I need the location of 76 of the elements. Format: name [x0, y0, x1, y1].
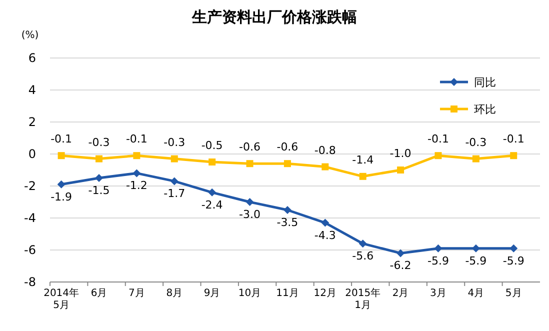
data-label: -4.3	[314, 228, 336, 242]
data-label: -1.4	[352, 153, 374, 166]
point	[57, 180, 66, 188]
point	[434, 244, 442, 252]
data-label: -3.5	[276, 216, 298, 229]
point	[246, 198, 254, 206]
point	[170, 177, 178, 186]
data-label: -5.9	[427, 254, 449, 268]
data-label: -0.1	[427, 132, 449, 146]
data-label: -5.6	[352, 250, 374, 263]
y-tick-label: 2	[28, 115, 36, 129]
point	[133, 152, 140, 160]
x-tick-label: 10月	[238, 288, 262, 299]
x-tick-label: 2015年 1月	[345, 287, 381, 311]
y-tick-label: -6	[24, 243, 36, 257]
x-tick-label: 5月	[505, 288, 522, 299]
point	[58, 152, 65, 160]
data-label: -1.2	[126, 179, 148, 192]
y-axis-title: (%)	[21, 30, 39, 41]
data-label: -1.0	[390, 147, 412, 160]
point	[322, 163, 329, 170]
point	[359, 172, 366, 180]
point	[208, 158, 216, 166]
point	[510, 244, 518, 252]
data-label: -5.9	[502, 254, 524, 268]
point	[321, 218, 330, 227]
point	[358, 240, 367, 248]
data-label: -1.5	[88, 184, 110, 197]
point	[396, 249, 405, 258]
data-label: -1.9	[50, 190, 72, 204]
data-label: -0.1	[502, 132, 524, 146]
x-tick-label: 7月	[128, 288, 145, 299]
y-tick-label: -8	[24, 275, 36, 289]
point	[132, 169, 141, 178]
x-tick-label: 8月	[166, 288, 183, 299]
data-label: -6.2	[390, 259, 412, 272]
x-tick-label: 9月	[204, 288, 220, 299]
point	[208, 188, 216, 196]
data-label: -0.1	[126, 132, 148, 146]
x-tick-label: 11月	[276, 288, 299, 299]
data-label: -0.6	[239, 140, 261, 154]
point	[510, 152, 518, 160]
point	[96, 155, 102, 162]
point	[95, 174, 103, 182]
data-label: -5.9	[465, 254, 487, 268]
data-label: -0.6	[276, 140, 298, 154]
point	[283, 206, 292, 214]
y-tick-label: -2	[24, 179, 36, 193]
y-tick-label: 4	[28, 83, 36, 97]
x-tick-label: 4月	[468, 288, 484, 299]
point	[170, 155, 178, 162]
point	[284, 160, 291, 168]
data-label: -2.4	[201, 198, 223, 212]
y-tick-label: 6	[28, 51, 36, 65]
data-label: -0.3	[465, 136, 487, 149]
data-label: -0.1	[50, 132, 72, 146]
x-tick-label: 2月	[392, 288, 409, 299]
point	[472, 155, 480, 162]
data-label: -3.0	[239, 208, 261, 221]
point	[246, 160, 254, 168]
point	[397, 166, 404, 174]
data-label: -0.8	[314, 144, 336, 157]
point	[434, 152, 442, 160]
x-tick-label: 12月	[314, 288, 337, 299]
legend-label: 同比	[474, 76, 496, 89]
x-tick-label: 3月	[430, 288, 446, 299]
data-label: -0.3	[88, 136, 110, 149]
y-tick-label: -4	[24, 211, 36, 225]
x-tick-label: 2014年 5月	[44, 287, 80, 311]
data-label: -0.5	[201, 139, 223, 152]
chart-title: 生产资料出厂价格涨跌幅	[191, 8, 357, 26]
data-label: -1.7	[164, 187, 186, 200]
y-tick-label: 0	[28, 147, 36, 161]
legend-label: 环比	[474, 103, 496, 116]
x-tick-label: 6月	[90, 288, 108, 299]
data-label: -0.3	[164, 136, 186, 149]
